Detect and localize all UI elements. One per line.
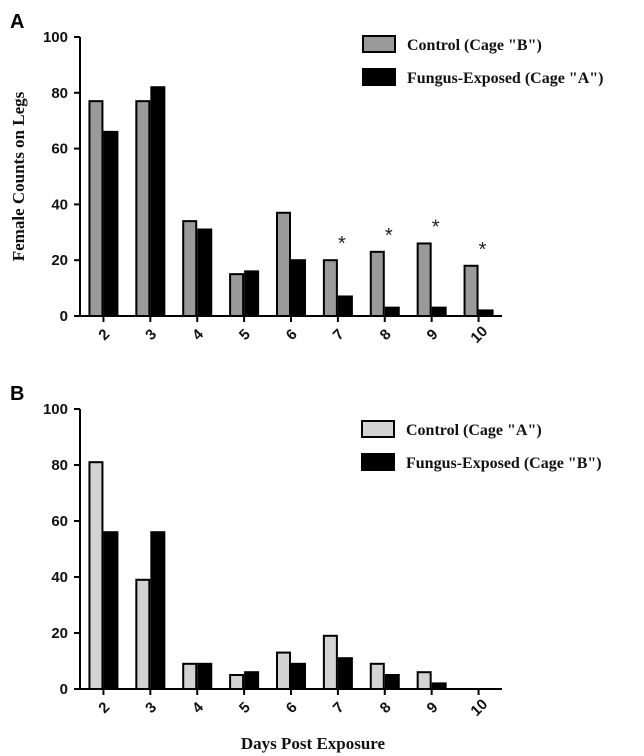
bar-control (463, 264, 479, 317)
x-tick-label: 7 (330, 699, 348, 717)
x-tick-label: 2 (95, 699, 113, 717)
x-tick-label: 7 (330, 326, 348, 344)
bar-fungus-exposed (291, 662, 306, 690)
bar-control (416, 671, 432, 691)
x-tick-label: 6 (283, 699, 301, 717)
bar-fungus-exposed (103, 531, 119, 691)
chart-panel-b: B 0 20 40 60 80 100 2 3 4 5 6 7 8 9 10 Days Post Exposur… (10, 383, 602, 753)
x-tick-label: 8 (377, 326, 395, 344)
legend-label: Fungus-Exposed (Cage "A") (407, 70, 603, 87)
y-axis-title: Female Counts on Legs (9, 91, 28, 261)
x-tick-label: 8 (377, 699, 395, 717)
y-tick-label: 20 (51, 625, 68, 642)
bar-control (229, 273, 245, 317)
bar-fungus-exposed (431, 306, 447, 318)
bar-fungus-exposed (244, 270, 260, 317)
bar-control (369, 662, 385, 690)
bar-fungus-exposed (337, 657, 353, 691)
y-tick-label: 40 (51, 569, 68, 586)
y-tick-label: 80 (51, 85, 68, 102)
x-axis-title: Days Post Exposure (241, 734, 386, 753)
significance-star: * (479, 239, 487, 261)
panel-label: A (10, 11, 24, 33)
x-tick-label: 6 (283, 326, 301, 344)
bar-fungus-exposed (150, 531, 166, 691)
legend-label: Control (Cage "B") (407, 37, 542, 54)
bar-fungus-exposed (384, 306, 400, 318)
x-tick-label: 4 (189, 698, 207, 716)
y-tick-label: 40 (51, 196, 68, 213)
legend-swatch (361, 420, 395, 438)
chart-panel-a: A 0 20 40 60 80 100 2 3 4 5 6 7 * 8 * 9 * 10 * Female Counts… (9, 11, 603, 347)
bar-fungus-exposed (337, 295, 353, 318)
bar-control (135, 100, 151, 317)
x-tick-label: 9 (424, 699, 442, 717)
bar-control (322, 634, 338, 690)
bar-control (229, 674, 245, 690)
bar-control (182, 220, 198, 317)
significance-star: * (432, 216, 440, 238)
bar-fungus-exposed (384, 674, 400, 690)
bar-fungus-exposed (291, 259, 306, 318)
y-tick-label: 0 (60, 681, 68, 698)
y-tick-label: 80 (51, 457, 68, 474)
legend-swatch (362, 68, 396, 86)
x-tick-label: 5 (236, 326, 254, 344)
bar-control (322, 259, 338, 318)
y-tick-label: 60 (51, 141, 68, 158)
bar-control (182, 662, 198, 690)
x-tick-label: 3 (142, 699, 160, 717)
bar-fungus-exposed (431, 682, 447, 691)
bar-control (135, 578, 151, 690)
panel-label: B (10, 383, 24, 405)
x-tick-label: 2 (95, 326, 113, 344)
legend-label: Control (Cage "A") (406, 422, 542, 439)
bar-control (276, 211, 291, 318)
bar-control (88, 461, 104, 691)
significance-star: * (338, 233, 346, 255)
bar-fungus-exposed (197, 662, 213, 690)
legend-label: Fungus-Exposed (Cage "B") (406, 455, 602, 472)
bar-fungus-exposed (197, 228, 213, 317)
bar-fungus-exposed (244, 671, 260, 691)
bar-fungus-exposed (150, 86, 166, 317)
y-tick-label: 0 (60, 308, 68, 325)
x-tick-label: 10 (467, 696, 491, 720)
bar-fungus-exposed (103, 130, 119, 317)
x-tick-label: 4 (189, 325, 207, 343)
y-tick-label: 20 (51, 252, 68, 269)
y-tick-label: 60 (51, 513, 68, 530)
bar-control (88, 100, 104, 317)
x-tick-label: 10 (467, 323, 491, 347)
bar-control (369, 250, 385, 317)
legend-swatch (362, 35, 396, 53)
bar-control (416, 242, 432, 318)
bar-fungus-exposed (478, 309, 494, 318)
bar-control (276, 651, 291, 690)
significance-star: * (385, 225, 393, 247)
x-tick-label: 3 (142, 326, 160, 344)
x-tick-label: 5 (236, 699, 254, 717)
x-tick-label: 9 (424, 326, 442, 344)
legend-swatch (361, 453, 395, 471)
y-tick-label: 100 (43, 29, 68, 46)
y-tick-label: 100 (43, 401, 68, 418)
